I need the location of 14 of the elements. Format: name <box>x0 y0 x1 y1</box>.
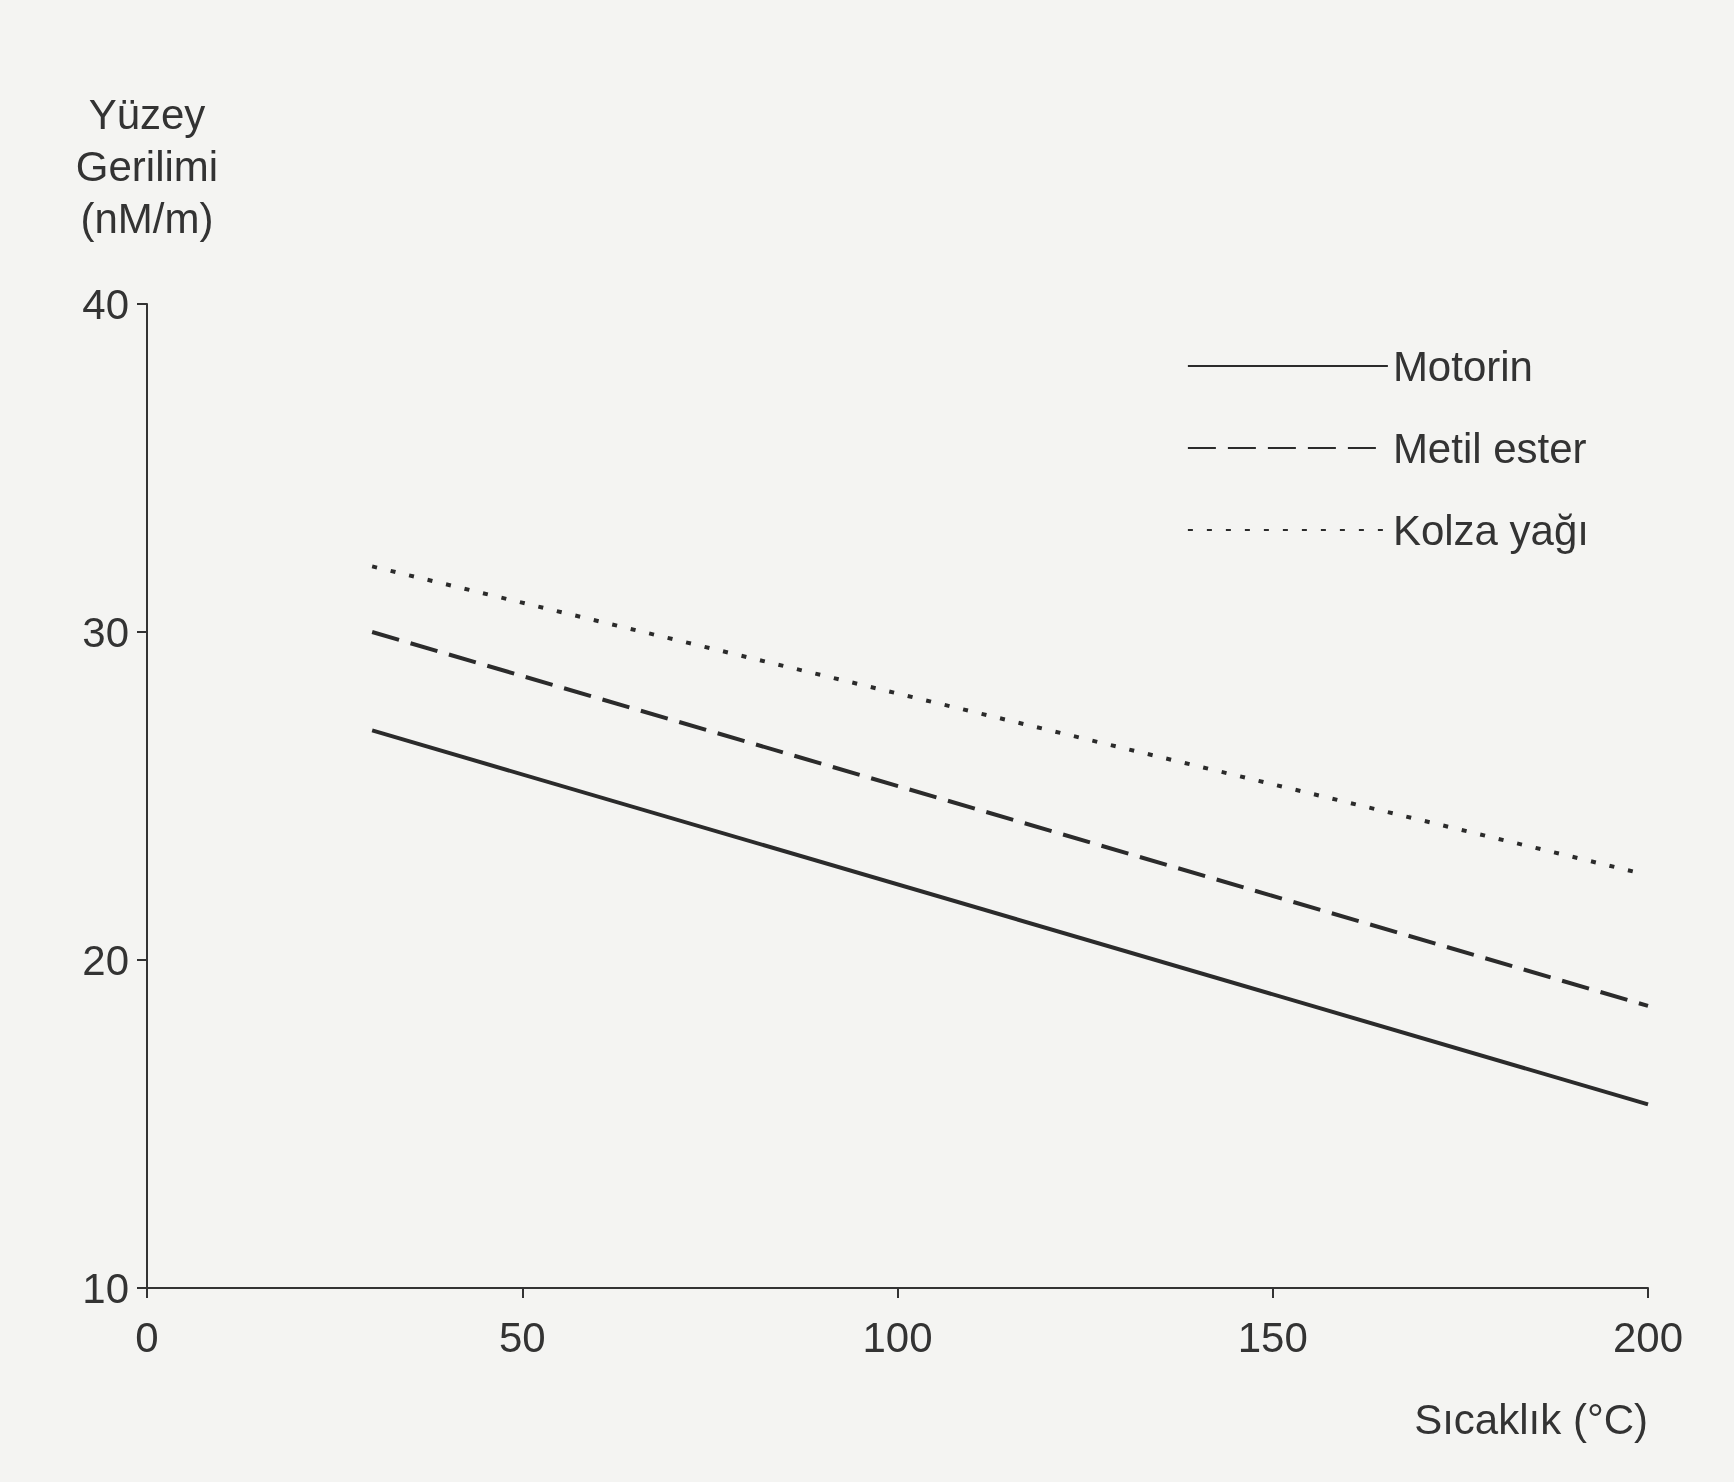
x-tick-label: 200 <box>1612 1313 1684 1361</box>
x-tick-label: 50 <box>498 1313 546 1361</box>
x-tick-label: 150 <box>1237 1313 1308 1361</box>
x-axis-title: Sıcaklık (°C) <box>1414 1395 1648 1443</box>
x-tick-label: 100 <box>862 1313 933 1361</box>
y-tick-label: 20 <box>82 936 129 984</box>
x-tick-label: 0 <box>135 1313 159 1361</box>
legend-label: Kolza yağı <box>1392 506 1590 554</box>
legend-label: Motorin <box>1392 342 1533 390</box>
y-tick-label: 40 <box>82 280 129 328</box>
y-tick-label: 10 <box>82 1264 129 1312</box>
legend-label: Metil ester <box>1392 424 1587 472</box>
y-tick-label: 30 <box>82 608 129 656</box>
y-axis-title: Yüzey Gerilimi (nM/m) <box>75 90 219 242</box>
